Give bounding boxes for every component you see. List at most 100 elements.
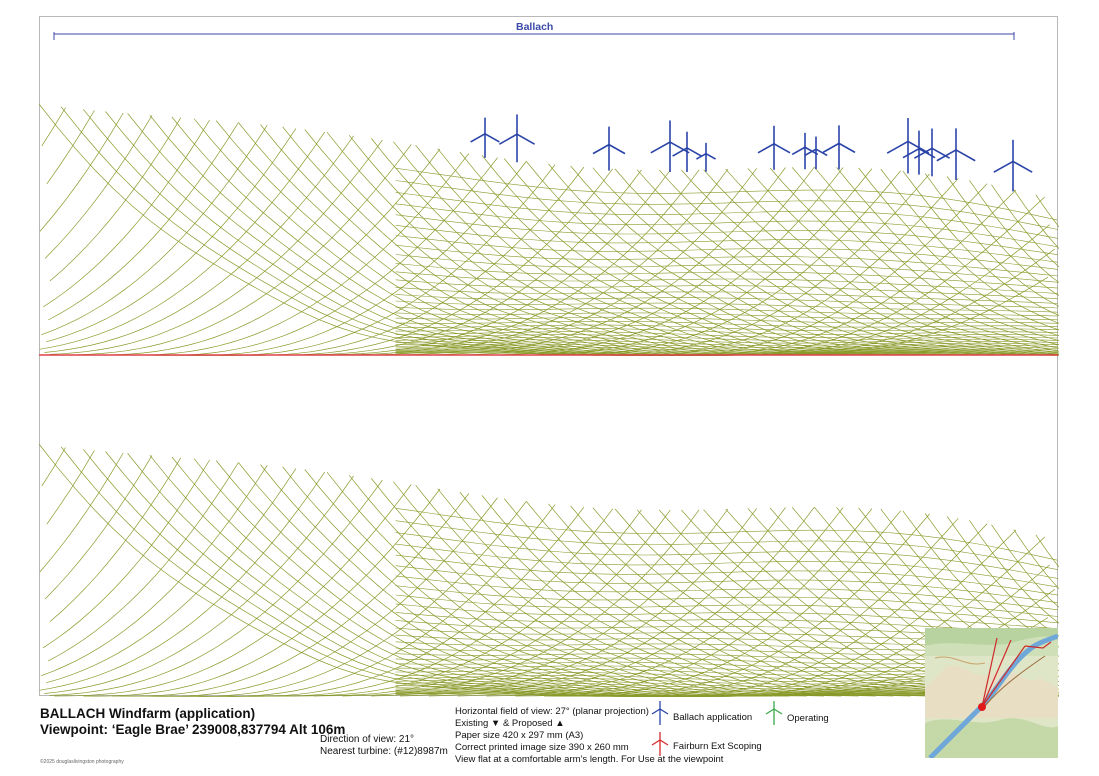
location-map-inset [925, 628, 1058, 758]
wireframe-line [149, 114, 686, 356]
wireframe-contour [395, 554, 1059, 596]
wireframe-line [44, 115, 153, 259]
wireframe-contour [395, 300, 1059, 313]
wireframe-contour [395, 214, 1059, 256]
wind-turbine-icon [914, 128, 950, 177]
wireframe-line [48, 122, 239, 321]
wireframe-line [1035, 194, 1059, 228]
wireframe-line [44, 455, 153, 600]
wireframe-line [39, 452, 124, 573]
wind-turbine-icon [499, 114, 535, 163]
wireframe-line [526, 161, 980, 356]
wireframe-line [39, 131, 326, 350]
wireframe-contour [395, 312, 1059, 321]
wireframe-line [703, 169, 1059, 355]
wireframe-contour [395, 180, 1059, 230]
wireframe-contour [395, 279, 1059, 299]
wireframe-line [140, 497, 498, 697]
wireframe-line [41, 447, 66, 487]
copyright-note: ©2025 douglaslivingston photography [40, 759, 124, 765]
wireframe-line [437, 488, 911, 697]
wind-turbine-icon [993, 139, 1033, 192]
wireframe-line [48, 462, 239, 662]
wireframe-line [112, 493, 470, 697]
wireframe-line [1013, 529, 1059, 590]
wireframe-contour [395, 225, 1059, 263]
wireframe-line [348, 134, 842, 356]
wireframe-line [46, 468, 297, 684]
wireframe-line [149, 454, 686, 697]
wind-turbine-icon [696, 142, 716, 172]
wireframe-line [991, 524, 1059, 608]
wireframe-line [304, 469, 807, 697]
wireframe-line [49, 457, 182, 622]
info-line-paper: Paper size 420 x 297 mm (A3) [455, 730, 584, 741]
wireframe-line [39, 471, 326, 691]
wireframe-contour [395, 334, 1059, 341]
wireframe-line [486, 507, 844, 697]
wind-turbine-icon [936, 128, 976, 180]
wireframe-line [83, 148, 441, 356]
wireframe-bottom-panel [39, 443, 1059, 697]
wireframe-line [814, 166, 1059, 341]
wireframe-contour [395, 271, 1059, 294]
ballach-extent-bracket [53, 32, 1015, 40]
wireframe-line [44, 135, 354, 353]
viewpoint-title: Viewpoint: ‘Eagle Brae’ 239008,837794 Al… [40, 722, 346, 737]
wireframe-line [60, 106, 617, 356]
wireframe-contour [395, 349, 1059, 355]
wind-turbine-icon [592, 126, 626, 171]
wireframe-contour [395, 543, 1059, 588]
legend-operating-label: Operating [787, 713, 829, 724]
fairburn-turbine-icon [651, 732, 669, 756]
wireframe-contour [395, 339, 1059, 346]
wireframe-line [39, 443, 600, 697]
wireframe-line [83, 488, 441, 697]
wireframe-line [112, 153, 470, 356]
wireframe-line [570, 165, 1015, 356]
info-line-viewing: View flat at a comfortable arm’s length.… [455, 754, 724, 765]
wireframe-contour [395, 235, 1059, 270]
wireframe-line [371, 138, 859, 356]
wireframe-contour [395, 565, 1059, 603]
wireframe-line [42, 119, 210, 308]
wireframe-line [41, 107, 66, 147]
nearest-turbine: Nearest turbine: (#12)8987m [320, 746, 448, 757]
wireframe-line [140, 157, 498, 356]
wireframe-contour [395, 321, 1059, 328]
wireframe-contour [395, 306, 1059, 317]
wireframe-contour [395, 341, 1059, 348]
wireframe-line [1035, 534, 1059, 568]
wireframe-line [526, 501, 980, 697]
wireframe-line [769, 167, 1059, 349]
wireframe-line [459, 491, 928, 697]
wind-turbine-icon [757, 125, 791, 170]
wireframe-line [41, 465, 268, 677]
wireframe-line [42, 459, 210, 649]
wireframe-line [54, 484, 412, 697]
wireframe-contour [395, 520, 1059, 570]
wireframe-line [105, 111, 652, 356]
wireframe-line [437, 148, 911, 356]
wireframe-contour [395, 508, 1059, 561]
wireframe-contour [395, 324, 1059, 332]
wireframe-line [198, 504, 556, 697]
legend-fairburn-label: Fairburn Ext Scoping [673, 741, 762, 752]
info-line-fov: Horizontal field of view: 27° (planar pr… [455, 706, 649, 717]
wireframe-top-panel [39, 103, 1059, 356]
wireframe-line [169, 501, 527, 697]
operating-turbine-icon [765, 701, 783, 725]
direction-of-view: Direction of view: 21° [320, 734, 415, 745]
wireframe-line [1013, 189, 1059, 250]
legend-ballach-label: Ballach application [673, 712, 753, 723]
wireframe-contour [395, 203, 1059, 248]
wireframe-contour [395, 345, 1059, 352]
wireframe-contour [395, 263, 1059, 289]
wireframe-contour [395, 603, 1059, 629]
wireframe-contour [395, 347, 1059, 353]
wireframe-contour [395, 343, 1059, 350]
wireframe-line [415, 144, 894, 356]
wireframe-contour [395, 316, 1059, 324]
wireframe-line [46, 110, 95, 185]
wireframe-contour [395, 612, 1059, 635]
